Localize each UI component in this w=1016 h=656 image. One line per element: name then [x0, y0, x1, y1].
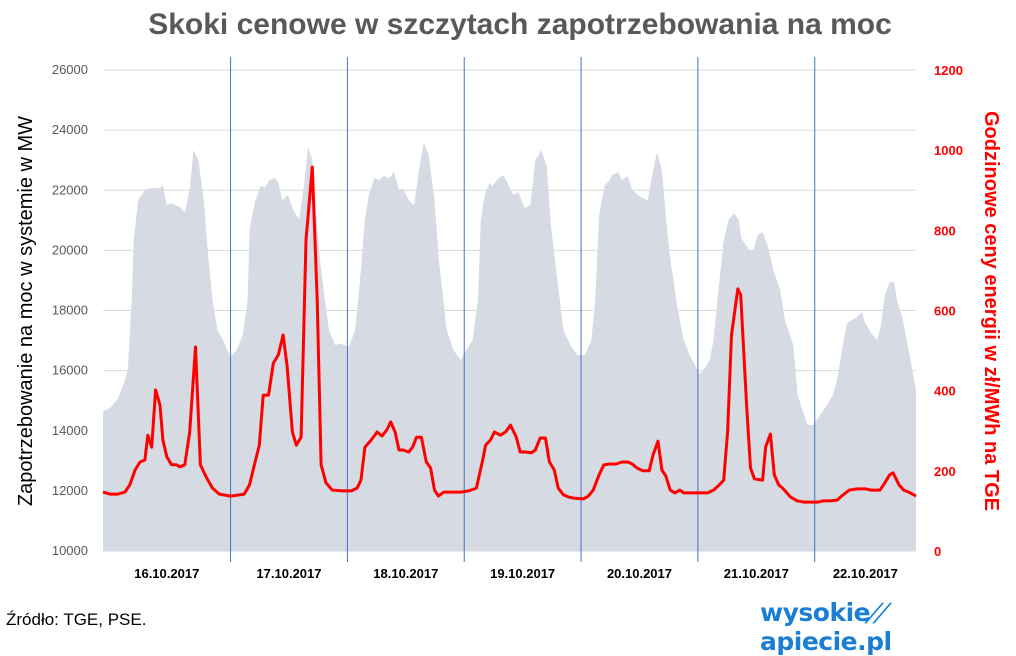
price-line [102, 165, 917, 504]
right-tick-label: 1200 [934, 63, 963, 78]
chart-title: Skoki cenowe w szczytach zapotrzebowania… [148, 8, 892, 41]
date-label: 19.10.2017 [490, 566, 555, 581]
logo-right: apiecie.pl [760, 627, 892, 656]
right-axis-title: Godzinowe ceny energii w zł/MWh na TGE [980, 111, 1002, 511]
right-tick-label: 200 [934, 464, 956, 479]
left-tick-label: 14000 [52, 423, 88, 438]
demand-area [103, 143, 916, 551]
left-tick-label: 18000 [52, 303, 88, 318]
logo: wysokie//apiecie.pl [760, 598, 1016, 656]
right-tick-label: 600 [934, 304, 956, 319]
day-separators [230, 57, 816, 562]
demand-area-series [103, 143, 916, 551]
chart: Skoki cenowe w szczytach zapotrzebowania… [15, 8, 1002, 581]
left-tick-label: 26000 [52, 62, 88, 77]
left-tick-label: 20000 [52, 242, 88, 257]
right-axis-ticks: 0 200 400 600 800 1000 1200 [934, 63, 963, 559]
left-axis-ticks: 10000 12000 14000 16000 18000 20000 22000 24000… [52, 62, 88, 558]
x-axis-date-labels: 16.10.2017 17.10.2017 18.10.2017 19.10.2017… [134, 566, 898, 581]
price-line-series [102, 165, 917, 504]
right-tick-label: 400 [934, 384, 956, 399]
date-label: 17.10.2017 [256, 566, 321, 581]
date-label: 21.10.2017 [724, 566, 789, 581]
right-tick-label: 0 [934, 544, 941, 559]
date-label: 20.10.2017 [607, 566, 672, 581]
logo-left: wysokie [760, 598, 871, 627]
left-axis-title: Zapotrzebowanie na moc w systemie w MW [15, 116, 37, 506]
left-tick-label: 24000 [52, 122, 88, 137]
left-tick-label: 22000 [52, 182, 88, 197]
left-tick-label: 12000 [52, 483, 88, 498]
date-label: 16.10.2017 [134, 566, 199, 581]
right-tick-label: 800 [934, 223, 956, 238]
date-label: 18.10.2017 [373, 566, 438, 581]
date-label: 22.10.2017 [833, 566, 898, 581]
source-note: Źródło: TGE, PSE. [6, 610, 147, 629]
right-tick-label: 1000 [934, 143, 963, 158]
left-tick-label: 16000 [52, 363, 88, 378]
left-tick-label: 10000 [52, 543, 88, 558]
